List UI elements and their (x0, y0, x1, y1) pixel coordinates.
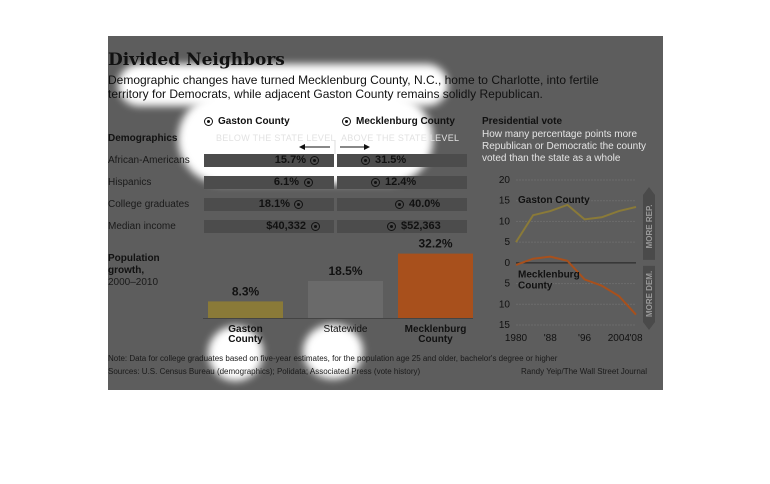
up-arrow-icon (643, 187, 655, 195)
mecklenburg-value: 31.5% (375, 154, 407, 166)
mecklenburg-marker-icon (387, 222, 396, 231)
bar-value-label: 18.5% (328, 264, 362, 278)
y-tick-label: 10 (499, 216, 511, 227)
more-dem-band (643, 265, 655, 322)
bar-value-label: 32.2% (418, 237, 452, 251)
direction-arrows-icon (299, 140, 370, 154)
more-dem-label: MORE DEM. (645, 271, 654, 317)
y-tick-label: 5 (504, 237, 510, 248)
gaston-value: 18.1% (258, 198, 290, 210)
population-bar-chart: 8.3%GastonCounty18.5%Statewide32.2%Meckl… (203, 237, 473, 345)
gaston-marker-icon (294, 200, 303, 209)
gaston-value: $40,332 (266, 220, 306, 232)
row-bar (204, 176, 334, 189)
population-period: 2000–2010 (108, 277, 159, 288)
demographics-heading: Demographics (108, 133, 178, 144)
below-state-label: BELOW THE STATE LEVEL (216, 133, 336, 143)
row-label: Median income (108, 221, 176, 232)
credit: Randy Yeip/The Wall Street Journal (521, 367, 647, 376)
x-tick-label: 1980 (505, 333, 528, 344)
row-bar (337, 154, 467, 167)
y-tick-label: 10 (499, 299, 511, 310)
row-bar (337, 176, 467, 189)
x-tick-label: '08 (629, 333, 642, 344)
series-line (515, 203, 637, 243)
page-title: Divided Neighbors (108, 50, 285, 70)
gaston-value: 15.7% (274, 154, 306, 166)
presidential-title: Presidential vote (482, 116, 563, 127)
highlight-glow (208, 326, 263, 381)
down-arrow-icon (643, 322, 655, 330)
gaston-marker-icon (304, 178, 313, 187)
more-rep-label: MORE REP. (645, 204, 654, 248)
population-bar (308, 281, 383, 318)
population-bar (398, 253, 473, 318)
bar-value-label: 8.3% (232, 284, 260, 298)
bar-category-label: County (418, 334, 453, 345)
population-title: Population growth, (108, 253, 160, 276)
row-bar (337, 220, 467, 233)
series-label: County (518, 281, 553, 292)
mecklenburg-value: 40.0% (409, 198, 441, 210)
row-bar (204, 220, 334, 233)
gaston-value: 6.1% (273, 176, 299, 188)
infographic-panel: Divided Neighbors Demographic changes ha… (108, 36, 663, 390)
x-tick-label: '88 (544, 333, 557, 344)
row-bar (204, 154, 334, 167)
row-label: College graduates (108, 199, 190, 210)
x-tick-label: '96 (578, 333, 591, 344)
bar-category-label: County (228, 334, 263, 345)
presidential-line-chart: 20 15 10 5 0 5 10 15 1980 '88 '96 2004'08 Gaston Cou… (499, 175, 655, 344)
bar-category-label: Mecklenburg (405, 324, 467, 335)
mecklenburg-value: 12.4% (385, 176, 417, 188)
x-tick-label: 2004 (608, 333, 631, 344)
gaston-marker-icon (204, 117, 213, 126)
footnote: Note: Data for college graduates based o… (108, 354, 558, 363)
gaston-marker-icon (310, 156, 319, 165)
y-tick-label: 15 (499, 320, 511, 331)
y-tick-label: 15 (499, 196, 511, 207)
bar-category-label: Statewide (324, 324, 368, 335)
presidential-description: How many percentage points more Republic… (482, 129, 646, 164)
mecklenburg-marker-icon (371, 178, 380, 187)
series-label: Mecklenburg (518, 269, 580, 280)
subtitle: Demographic changes have turned Mecklenb… (108, 73, 599, 101)
population-bar (208, 301, 283, 318)
series-label: Gaston County (518, 195, 590, 206)
above-state-label: ABOVE THE STATE LEVEL (341, 133, 460, 143)
highlight-glow (303, 324, 363, 379)
bar-category-label: Gaston (228, 324, 262, 335)
row-label: Hispanics (108, 177, 152, 188)
mecklenburg-marker-icon (361, 156, 370, 165)
legend-gaston: Gaston County (218, 116, 290, 127)
mecklenburg-marker-icon (342, 117, 351, 126)
y-tick-label: 20 (499, 175, 511, 186)
legend-mecklenburg: Mecklenburg County (356, 116, 455, 127)
y-tick-label: 5 (504, 279, 510, 290)
y-tick-label: 0 (504, 258, 510, 269)
series-line (515, 255, 637, 316)
mecklenburg-value: $52,363 (401, 220, 441, 232)
gaston-marker-icon (311, 222, 320, 231)
sources: Sources: U.S. Census Bureau (demographic… (108, 367, 421, 376)
highlight-glow (178, 94, 433, 184)
mecklenburg-marker-icon (395, 200, 404, 209)
row-label: African-Americans (108, 155, 190, 166)
more-rep-band (643, 195, 655, 260)
